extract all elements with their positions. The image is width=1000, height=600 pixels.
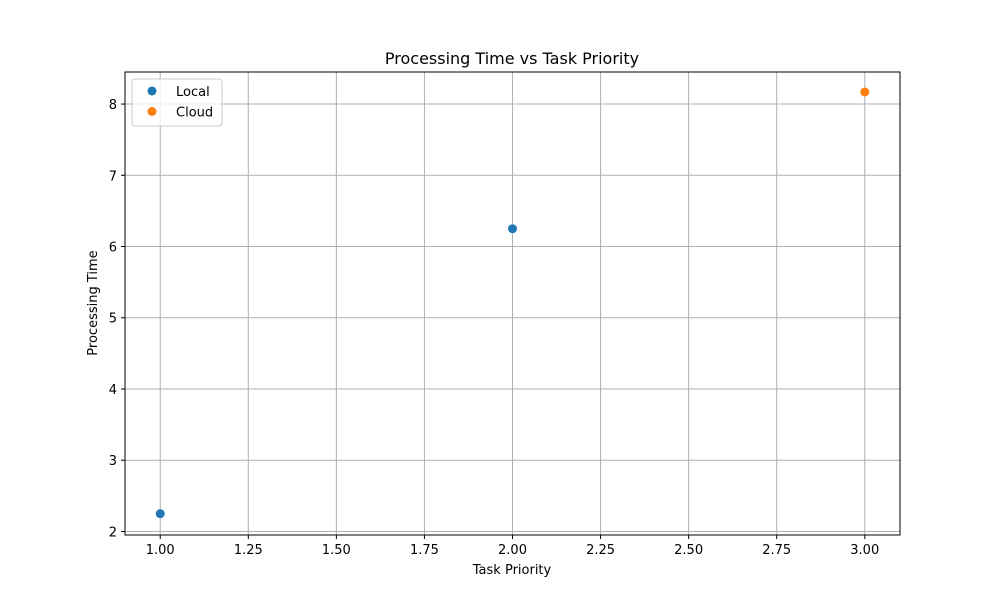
- x-tick-label: 1.00: [146, 543, 175, 558]
- legend-label-cloud: Cloud: [176, 106, 213, 121]
- data-point-local: [155, 509, 165, 519]
- x-tick-label: 1.75: [410, 543, 439, 558]
- chart-title: Processing Time vs Task Priority: [385, 49, 639, 68]
- legend-marker-local: [147, 86, 157, 96]
- legend-marker-cloud: [147, 107, 157, 116]
- legend-label-local: Local: [176, 85, 210, 100]
- x-axis-ticks: 1.00 1.25 1.50 1.75 2.00 2.25 2.50 2.75 3.00: [146, 535, 879, 558]
- x-tick-label: 2.75: [762, 543, 791, 558]
- y-tick-label: 7: [109, 169, 117, 184]
- y-tick-label: 6: [109, 241, 117, 256]
- legend: Local Cloud: [131, 78, 223, 127]
- x-tick-label: 3.00: [850, 543, 879, 558]
- y-tick-label: 8: [109, 98, 117, 113]
- data-point-cloud: [860, 87, 870, 97]
- data-point-local: [508, 224, 517, 234]
- y-axis-ticks: 2 3 4 5 6 7 8: [109, 98, 125, 540]
- y-axis-label: Processing Time: [86, 250, 101, 355]
- y-tick-label: 3: [109, 454, 117, 469]
- x-tick-label: 1.50: [322, 543, 351, 558]
- x-tick-label: 2.25: [586, 543, 615, 558]
- y-tick-label: 5: [109, 312, 117, 327]
- x-axis-label: Task Priority: [472, 563, 552, 578]
- y-tick-label: 4: [109, 383, 117, 398]
- x-tick-label: 1.25: [234, 543, 263, 558]
- y-tick-label: 2: [109, 525, 117, 540]
- data-points: [155, 87, 870, 519]
- x-tick-label: 2.50: [674, 543, 703, 558]
- x-tick-label: 2.00: [498, 543, 527, 558]
- grid-lines: [125, 72, 900, 535]
